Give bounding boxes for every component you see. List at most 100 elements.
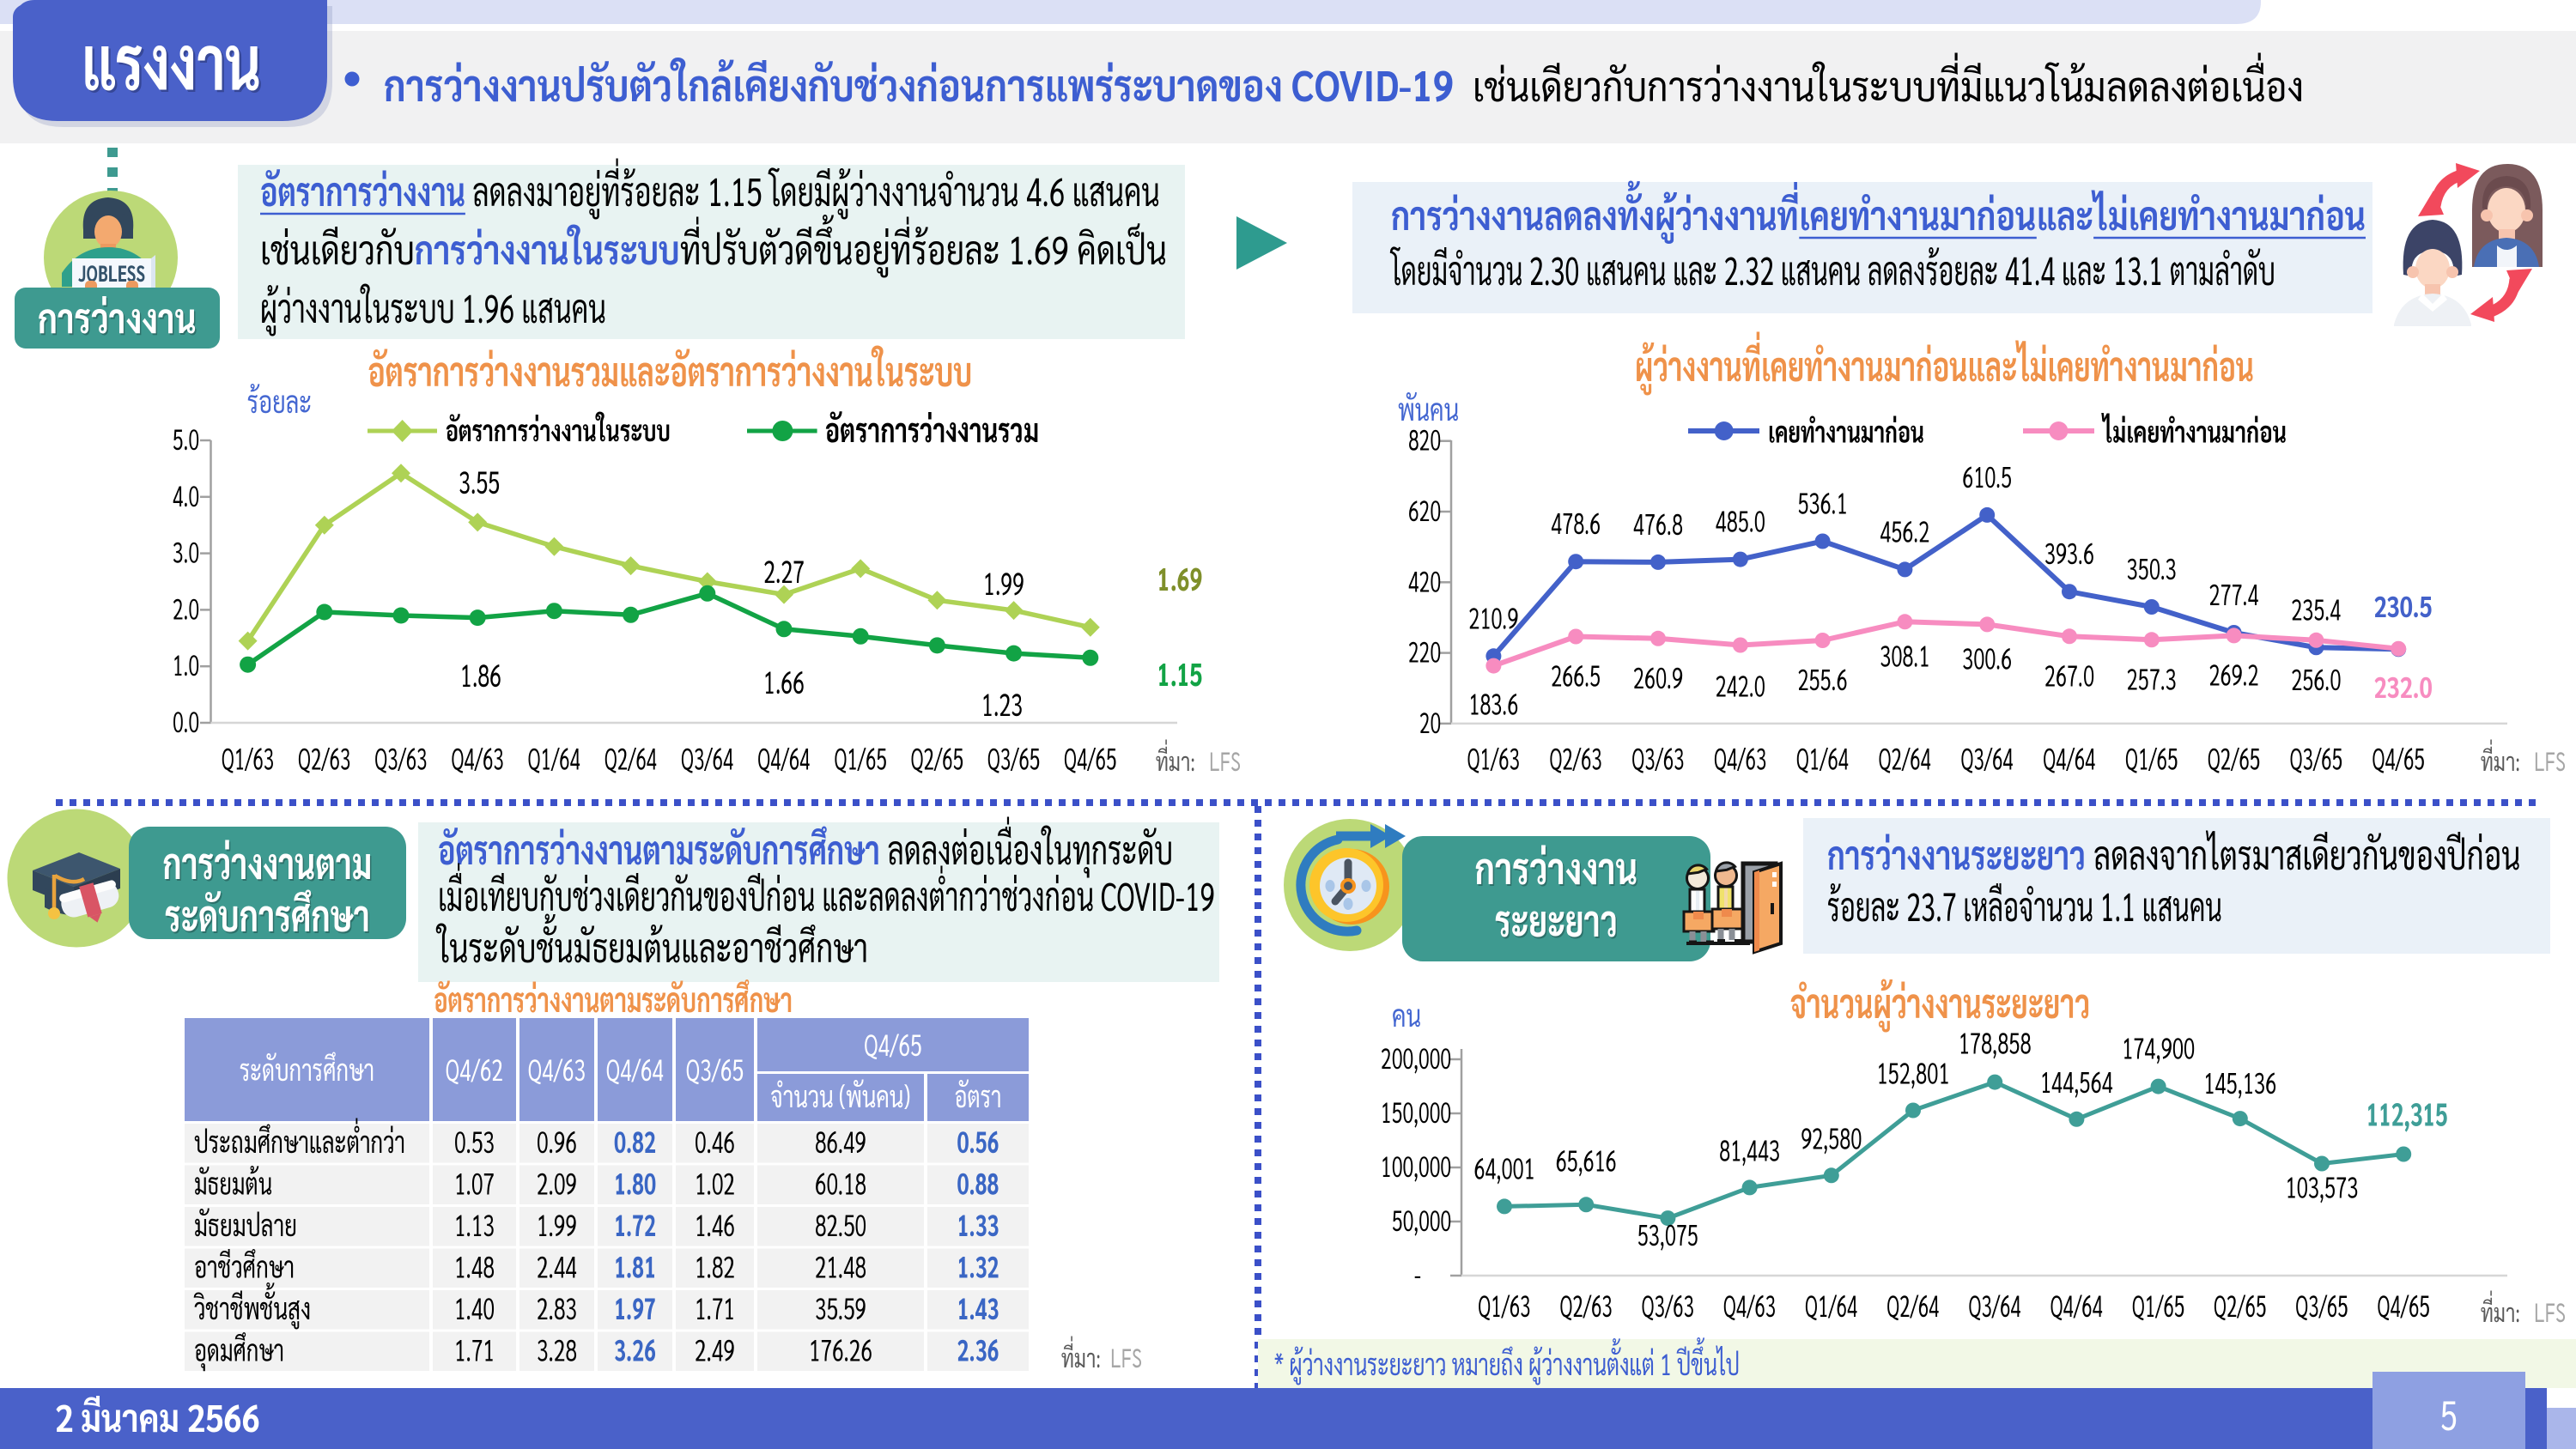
svg-text:476.8: 476.8 bbox=[1633, 504, 1683, 542]
svg-text:300.6: 300.6 bbox=[1962, 638, 2012, 676]
svg-text:536.1: 536.1 bbox=[1798, 483, 1848, 521]
svg-text:1.15: 1.15 bbox=[1157, 652, 1203, 694]
svg-text:260.9: 260.9 bbox=[1633, 658, 1683, 695]
svg-text:0.56: 0.56 bbox=[957, 1122, 999, 1161]
svg-text:Q1/65: Q1/65 bbox=[2125, 739, 2178, 778]
svg-text:Q1/65: Q1/65 bbox=[2132, 1286, 2184, 1325]
svg-text:0.96: 0.96 bbox=[537, 1122, 577, 1161]
svg-text:3.28: 3.28 bbox=[537, 1331, 577, 1369]
svg-text:Q4/65: Q4/65 bbox=[1064, 739, 1116, 778]
svg-text:1.99: 1.99 bbox=[537, 1205, 577, 1244]
svg-text:82.50: 82.50 bbox=[815, 1205, 866, 1244]
svg-text:5.0: 5.0 bbox=[173, 420, 199, 457]
svg-text:LFS: LFS bbox=[2534, 743, 2566, 777]
svg-text:Q1/63: Q1/63 bbox=[222, 739, 274, 778]
svg-text:178,858: 178,858 bbox=[1959, 1023, 2032, 1061]
svg-text:2.27: 2.27 bbox=[763, 551, 805, 591]
svg-text:Q3/64: Q3/64 bbox=[681, 739, 733, 778]
svg-text:350.3: 350.3 bbox=[2127, 549, 2177, 586]
svg-text:Q2/63: Q2/63 bbox=[1560, 1286, 1613, 1325]
svg-text:Q2/64: Q2/64 bbox=[1887, 1286, 1940, 1325]
svg-text:ผู้ว่างงานที่เคยทำงานมาก่อนและ: ผู้ว่างงานที่เคยทำงานมาก่อนและไม่เคยทำงา… bbox=[1635, 332, 2254, 396]
svg-text:1.0: 1.0 bbox=[173, 646, 199, 682]
svg-text:ที่มา:: ที่มา: bbox=[2481, 740, 2520, 777]
svg-text:ในระดับชั้นมัธยมต้นและอาชีวศึก: ในระดับชั้นมัธยมต้นและอาชีวศึกษา bbox=[436, 912, 868, 972]
svg-text:152,801: 152,801 bbox=[1877, 1053, 1950, 1091]
svg-text:ร้อยละ 23.7 เหลือจำนวน 1.1 แสน: ร้อยละ 23.7 เหลือจำนวน 1.1 แสนคน bbox=[1827, 879, 2222, 931]
svg-text:Q1/64: Q1/64 bbox=[528, 739, 580, 778]
svg-text:LFS: LFS bbox=[1110, 1340, 1142, 1373]
svg-text:Q4/63: Q4/63 bbox=[452, 739, 504, 778]
svg-text:610.5: 610.5 bbox=[1962, 457, 2012, 494]
svg-text:ที่มา:: ที่มา: bbox=[1061, 1337, 1101, 1373]
svg-text:1.81: 1.81 bbox=[614, 1247, 656, 1286]
svg-text:การว่างงาน: การว่างงาน bbox=[1475, 839, 1638, 894]
svg-text:1.72: 1.72 bbox=[614, 1205, 656, 1244]
svg-text:* ผู้ว่างงานระยะยาว หมายถึง ผู: * ผู้ว่างงานระยะยาว หมายถึง ผู้ว่างงานตั… bbox=[1274, 1337, 1740, 1385]
svg-text:Q4/64: Q4/64 bbox=[2044, 739, 2096, 778]
svg-text:ไม่เคยทำงานมาก่อน: ไม่เคยทำงานมาก่อน bbox=[2091, 188, 2366, 239]
svg-text:1.33: 1.33 bbox=[957, 1205, 999, 1244]
svg-text:LFS: LFS bbox=[2534, 1294, 2566, 1328]
svg-text:อัตรา: อัตรา bbox=[955, 1076, 1002, 1115]
svg-text:3.55: 3.55 bbox=[459, 462, 500, 501]
svg-text:1.71: 1.71 bbox=[695, 1288, 735, 1327]
svg-text:ลดลงมาอยู่ที่ร้อยละ 1.15 โดยมี: ลดลงมาอยู่ที่ร้อยละ 1.15 โดยมีผู้ว่างงาน… bbox=[465, 158, 1160, 219]
svg-text:Q4/64: Q4/64 bbox=[606, 1050, 664, 1088]
svg-text:1.97: 1.97 bbox=[614, 1288, 656, 1327]
svg-text:1.23: 1.23 bbox=[981, 684, 1023, 724]
svg-text:LFS: LFS bbox=[1209, 743, 1241, 777]
svg-text:3.26: 3.26 bbox=[614, 1331, 656, 1369]
svg-text:ระยะยาว: ระยะยาว bbox=[1497, 893, 1619, 949]
svg-text:การว่างงาน: การว่างงาน bbox=[1476, 840, 1639, 896]
svg-text:การว่างงานตาม: การว่างงานตาม bbox=[164, 835, 374, 891]
svg-text:ระยะยาว: ระยะยาว bbox=[1495, 891, 1618, 947]
svg-text:257.3: 257.3 bbox=[2127, 658, 2177, 696]
svg-text:21.48: 21.48 bbox=[815, 1247, 866, 1286]
svg-text:Q1/65: Q1/65 bbox=[835, 739, 887, 778]
svg-text:103,573: 103,573 bbox=[2286, 1167, 2359, 1205]
svg-text:200,000: 200,000 bbox=[1381, 1039, 1451, 1076]
svg-text:Q3/65: Q3/65 bbox=[987, 739, 1040, 778]
svg-text:อัตราการว่างงานรวมและอัตราการว: อัตราการว่างงานรวมและอัตราการว่างงานในระ… bbox=[368, 343, 972, 396]
svg-text:220: 220 bbox=[1408, 633, 1441, 670]
svg-text:Q1/64: Q1/64 bbox=[1796, 739, 1849, 778]
svg-text:267.0: 267.0 bbox=[2044, 655, 2094, 693]
svg-text:พันคน: พันคน bbox=[1398, 389, 1459, 428]
svg-text:2.09: 2.09 bbox=[537, 1164, 577, 1203]
svg-text:จำนวนผู้ว่างงานระยะยาว: จำนวนผู้ว่างงานระยะยาว bbox=[1790, 975, 2090, 1033]
svg-text:-: - bbox=[1414, 1255, 1421, 1292]
svg-text:เมื่อเทียบกับช่วงเดียวกันของปี: เมื่อเทียบกับช่วงเดียวกันของปีก่อน และลด… bbox=[438, 863, 1215, 920]
svg-text:820: 820 bbox=[1408, 421, 1441, 458]
svg-text:แรงงาน: แรงงาน bbox=[83, 12, 264, 110]
svg-text:65,616: 65,616 bbox=[1556, 1140, 1617, 1178]
svg-text:การว่างงาน: การว่างงาน bbox=[39, 292, 198, 345]
svg-text:230.5: 230.5 bbox=[2374, 586, 2433, 624]
svg-text:ร้อยละ: ร้อยละ bbox=[247, 381, 312, 421]
svg-text:อัตราการว่างงาน: อัตราการว่างงาน bbox=[260, 164, 465, 215]
svg-text:92,580: 92,580 bbox=[1801, 1118, 1862, 1155]
svg-text:Q4/63: Q4/63 bbox=[528, 1050, 586, 1088]
svg-text:620: 620 bbox=[1408, 491, 1441, 528]
svg-text:150,000: 150,000 bbox=[1381, 1093, 1451, 1130]
svg-text:Q4/65: Q4/65 bbox=[2378, 1286, 2430, 1325]
svg-text:Q1/64: Q1/64 bbox=[1805, 1286, 1857, 1325]
svg-text:การว่างงานลดลงทั้งผู้ว่างงานที: การว่างงานลดลงทั้งผู้ว่างงานที่ bbox=[1391, 179, 1799, 244]
svg-text:2.83: 2.83 bbox=[537, 1288, 577, 1327]
svg-text:50,000: 50,000 bbox=[1392, 1201, 1451, 1238]
svg-text:308.1: 308.1 bbox=[1880, 635, 1929, 673]
svg-text:ลดลงต่อเนื่องในทุกระดับ: ลดลงต่อเนื่องในทุกระดับ bbox=[880, 816, 1173, 877]
svg-text:Q1/63: Q1/63 bbox=[1467, 739, 1520, 778]
svg-text:210.9: 210.9 bbox=[1468, 597, 1518, 635]
svg-text:โดยมีจำนวน 2.30 แสนคน และ 2.32: โดยมีจำนวน 2.30 แสนคน และ 2.32 แสนคน ลดล… bbox=[1390, 243, 2275, 294]
svg-text:1.86: 1.86 bbox=[460, 655, 501, 694]
svg-text:Q2/65: Q2/65 bbox=[911, 739, 963, 778]
svg-text:35.59: 35.59 bbox=[815, 1288, 866, 1327]
svg-text:Q4/64: Q4/64 bbox=[758, 739, 811, 778]
svg-text:Q4/64: Q4/64 bbox=[2050, 1286, 2103, 1325]
svg-text:มัธยมต้น: มัธยมต้น bbox=[194, 1164, 272, 1203]
svg-text:Q3/63: Q3/63 bbox=[1632, 739, 1685, 778]
svg-text:420: 420 bbox=[1408, 561, 1441, 598]
svg-text:2.44: 2.44 bbox=[537, 1247, 577, 1286]
svg-text:เช่นเดียวกับ: เช่นเดียวกับ bbox=[260, 222, 415, 274]
